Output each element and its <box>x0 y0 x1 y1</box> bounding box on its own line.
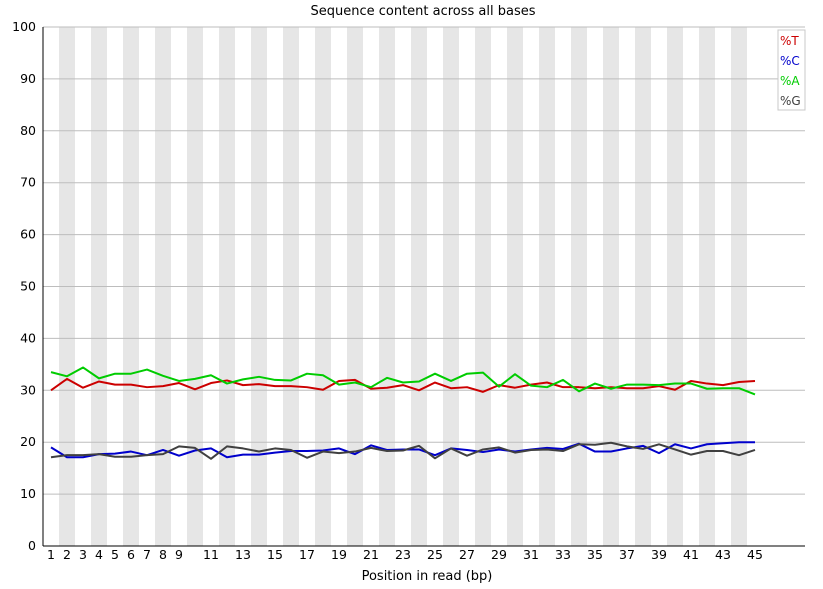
x-tick-23: 23 <box>395 547 411 562</box>
y-tick-40: 40 <box>20 330 36 345</box>
x-tick-5: 5 <box>111 547 119 562</box>
x-tick-31: 31 <box>523 547 539 562</box>
legend-entry-t: %T <box>780 34 799 48</box>
y-tick-30: 30 <box>20 382 36 397</box>
x-tick-3: 3 <box>79 547 87 562</box>
x-tick-29: 29 <box>491 547 507 562</box>
x-tick-39: 39 <box>651 547 667 562</box>
x-tick-19: 19 <box>331 547 347 562</box>
y-tick-60: 60 <box>20 227 36 242</box>
x-axis-label: Position in read (bp) <box>362 569 493 584</box>
y-tick-90: 90 <box>20 71 36 86</box>
x-tick-37: 37 <box>619 547 635 562</box>
y-tick-10: 10 <box>20 486 36 501</box>
x-tick-17: 17 <box>299 547 315 562</box>
x-tick-labels: 1 2 3 4 5 6 7 8 9 11 13 15 17 19 21 23 25 27 29 31 33 35 37 39 4… <box>47 547 763 562</box>
series-line-t <box>50 377 756 393</box>
y-tick-labels: 0 10 20 30 40 50 60 70 80 90 100 <box>12 19 36 553</box>
x-tick-45: 45 <box>747 547 763 562</box>
x-tick-6: 6 <box>127 547 135 562</box>
series-lines <box>50 366 756 460</box>
grid-lines <box>43 26 805 495</box>
x-tick-11: 11 <box>203 547 219 562</box>
x-tick-8: 8 <box>159 547 167 562</box>
y-tick-80: 80 <box>20 123 36 138</box>
y-tick-20: 20 <box>20 434 36 449</box>
series-line-a <box>50 366 756 396</box>
y-tick-0: 0 <box>28 538 36 553</box>
x-tick-27: 27 <box>459 547 475 562</box>
legend-entry-g: %G <box>780 94 801 108</box>
x-tick-21: 21 <box>363 547 379 562</box>
axes <box>42 27 805 547</box>
chart-title: Sequence content across all bases <box>310 4 535 19</box>
x-tick-33: 33 <box>555 547 571 562</box>
x-tick-7: 7 <box>143 547 151 562</box>
y-tick-70: 70 <box>20 175 36 190</box>
x-tick-43: 43 <box>715 547 731 562</box>
x-tick-2: 2 <box>63 547 71 562</box>
x-tick-13: 13 <box>235 547 251 562</box>
legend: %T %C %A %G <box>777 29 806 111</box>
legend-entry-c: %C <box>780 54 800 68</box>
x-tick-35: 35 <box>587 547 603 562</box>
x-tick-4: 4 <box>95 547 103 562</box>
series-line-g <box>50 441 756 460</box>
legend-box <box>777 29 806 111</box>
y-tick-50: 50 <box>20 279 36 294</box>
x-tick-25: 25 <box>427 547 443 562</box>
x-tick-41: 41 <box>683 547 699 562</box>
x-tick-9: 9 <box>175 547 183 562</box>
legend-entry-a: %A <box>780 74 800 88</box>
y-tick-100: 100 <box>12 19 36 34</box>
x-tick-15: 15 <box>267 547 283 562</box>
x-tick-1: 1 <box>47 547 55 562</box>
